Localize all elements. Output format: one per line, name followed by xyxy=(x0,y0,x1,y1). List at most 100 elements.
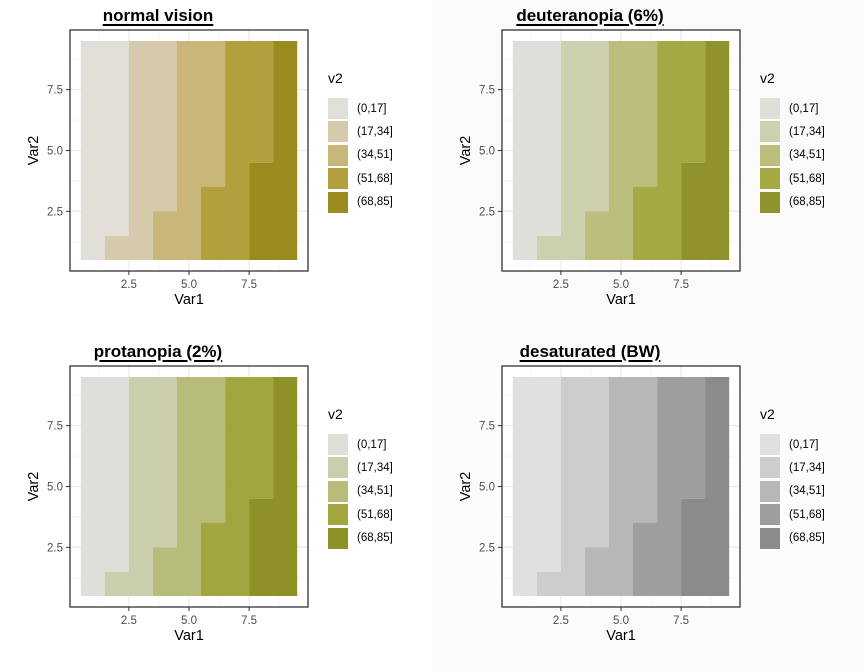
y-tick-label: 5.0 xyxy=(479,146,495,158)
bin-region-1 xyxy=(512,41,561,260)
legend-key-swatch-bin5 xyxy=(328,191,348,213)
bin-region-1 xyxy=(80,377,129,596)
x-tick-label: 5.0 xyxy=(181,615,197,627)
bin-region-3 xyxy=(152,377,226,596)
x-axis-title: Var1 xyxy=(606,628,636,644)
legend-item: (68,85] xyxy=(328,527,393,549)
bin-region-4 xyxy=(633,41,706,260)
legend-item: (0,17] xyxy=(328,434,393,455)
bin-region-3 xyxy=(584,377,658,596)
legend-item: (17,34] xyxy=(760,121,825,143)
legend-key-label: (34,51] xyxy=(357,149,393,162)
bin-region-3 xyxy=(584,41,658,260)
plot-deuteranopia: 2.5 5.0 7.5 2.5 5.0 7.5 Var1 Var2 xyxy=(458,29,741,308)
legend-key-swatch-bin4 xyxy=(328,168,348,190)
plot-normal-vision: 2.5 5.0 7.5 2.5 5.0 7.5 Var1 Var2 xyxy=(26,29,309,308)
legend-items: (0,17] (17,34] (34,51] (51,68] (68,85] xyxy=(760,98,825,213)
x-tick-label: 5.0 xyxy=(613,615,629,627)
y-tick-label: 7.5 xyxy=(47,421,63,433)
legend-item: (51,68] xyxy=(328,504,393,526)
legend-key-swatch-bin5 xyxy=(760,527,780,549)
legend: v2 (0,17] (17,34] (34,51] (51,68] (68,85… xyxy=(328,70,393,213)
legend-key-label: (51,68] xyxy=(789,172,825,185)
legend-item: (0,17] xyxy=(760,434,825,455)
bin-region-2 xyxy=(536,377,609,596)
x-tick-label: 2.5 xyxy=(121,279,137,291)
x-tick-label: 2.5 xyxy=(553,615,569,627)
y-tick-label: 2.5 xyxy=(479,542,495,554)
bin-region-1 xyxy=(512,377,561,596)
y-axis-title: Var2 xyxy=(26,472,42,502)
legend-key-label: (68,85] xyxy=(789,532,825,545)
x-tick-label: 7.5 xyxy=(673,279,689,291)
legend-key-swatch-bin3 xyxy=(760,480,780,502)
y-tick-label: 5.0 xyxy=(47,482,63,494)
legend-key-swatch-bin2 xyxy=(328,121,348,143)
legend-key-label: (0,17] xyxy=(357,438,387,451)
legend-key-swatch-bin4 xyxy=(760,168,780,190)
x-tick-label: 2.5 xyxy=(553,279,569,291)
legend-title: v2 xyxy=(328,70,343,86)
panel-title: deuteranopia (6%) xyxy=(516,6,664,25)
bin-region-5 xyxy=(249,41,298,260)
bin-region-2 xyxy=(104,377,177,596)
legend-item: (68,85] xyxy=(760,527,825,549)
legend-item: (51,68] xyxy=(328,168,393,190)
bin-region-1 xyxy=(80,41,129,260)
legend-key-swatch-bin5 xyxy=(328,527,348,549)
legend-key-label: (51,68] xyxy=(357,172,393,185)
legend-title: v2 xyxy=(328,406,343,422)
panel-title: protanopia (2%) xyxy=(93,342,223,361)
legend-key-label: (34,51] xyxy=(789,149,825,162)
y-axis-title: Var2 xyxy=(458,472,474,502)
legend-key-label: (68,85] xyxy=(789,196,825,209)
x-tick-label: 7.5 xyxy=(241,279,257,291)
legend-key-label: (0,17] xyxy=(789,438,819,451)
panel-title: desaturated (BW) xyxy=(519,342,661,361)
legend-item: (51,68] xyxy=(760,168,825,190)
legend-key-swatch-bin3 xyxy=(760,144,780,166)
y-tick-label: 5.0 xyxy=(47,146,63,158)
legend-key-label: (0,17] xyxy=(357,102,387,115)
y-tick-label: 7.5 xyxy=(479,421,495,433)
quadrant-protanopia: protanopia (2%) 2.5 5.0 7.5 2.5 5.0 7.5 Var1 Va… xyxy=(0,336,432,672)
legend-key-swatch-bin4 xyxy=(328,504,348,526)
legend-key-swatch-bin3 xyxy=(328,144,348,166)
bin-region-3 xyxy=(152,41,226,260)
legend-key-label: (17,34] xyxy=(789,125,825,138)
legend-title: v2 xyxy=(760,406,775,422)
legend-key-swatch-bin4 xyxy=(760,504,780,526)
legend-item: (34,51] xyxy=(760,480,825,502)
x-tick-label: 2.5 xyxy=(121,615,137,627)
legend-key-label: (17,34] xyxy=(357,461,393,474)
legend-item: (0,17] xyxy=(328,98,393,119)
bin-region-2 xyxy=(536,41,609,260)
legend-key-swatch-bin2 xyxy=(760,457,780,479)
legend-key-swatch-bin1 xyxy=(328,98,348,119)
quadrant-deuteranopia: deuteranopia (6%) 2.5 5.0 7.5 2.5 5.0 7.5 Var1… xyxy=(432,0,864,336)
legend-items: (0,17] (17,34] (34,51] (51,68] (68,85] xyxy=(328,434,393,549)
legend-item: (17,34] xyxy=(328,457,393,479)
legend-key-label: (51,68] xyxy=(357,508,393,521)
y-tick-label: 7.5 xyxy=(47,85,63,97)
legend-items: (0,17] (17,34] (34,51] (51,68] (68,85] xyxy=(328,98,393,213)
legend-item: (34,51] xyxy=(328,480,393,502)
legend-item: (68,85] xyxy=(328,191,393,213)
y-axis-title: Var2 xyxy=(458,136,474,166)
legend: v2 (0,17] (17,34] (34,51] (51,68] (68,85… xyxy=(760,406,825,549)
bin-region-5 xyxy=(681,41,730,260)
quadrant-desaturated: desaturated (BW) 2.5 5.0 7.5 2.5 5.0 7.5 Var1 V… xyxy=(432,336,864,672)
legend: v2 (0,17] (17,34] (34,51] (51,68] (68,85… xyxy=(760,70,825,213)
legend-key-label: (17,34] xyxy=(357,125,393,138)
y-tick-label: 2.5 xyxy=(47,542,63,554)
plot-protanopia: 2.5 5.0 7.5 2.5 5.0 7.5 Var1 Var2 xyxy=(26,365,309,644)
legend-key-label: (68,85] xyxy=(357,196,393,209)
legend-key-label: (51,68] xyxy=(789,508,825,521)
legend-key-label: (0,17] xyxy=(789,102,819,115)
legend-items: (0,17] (17,34] (34,51] (51,68] (68,85] xyxy=(760,434,825,549)
x-axis-title: Var1 xyxy=(174,292,204,308)
legend: v2 (0,17] (17,34] (34,51] (51,68] (68,85… xyxy=(328,406,393,549)
panel-title: normal vision xyxy=(102,6,214,25)
y-tick-label: 2.5 xyxy=(47,206,63,218)
